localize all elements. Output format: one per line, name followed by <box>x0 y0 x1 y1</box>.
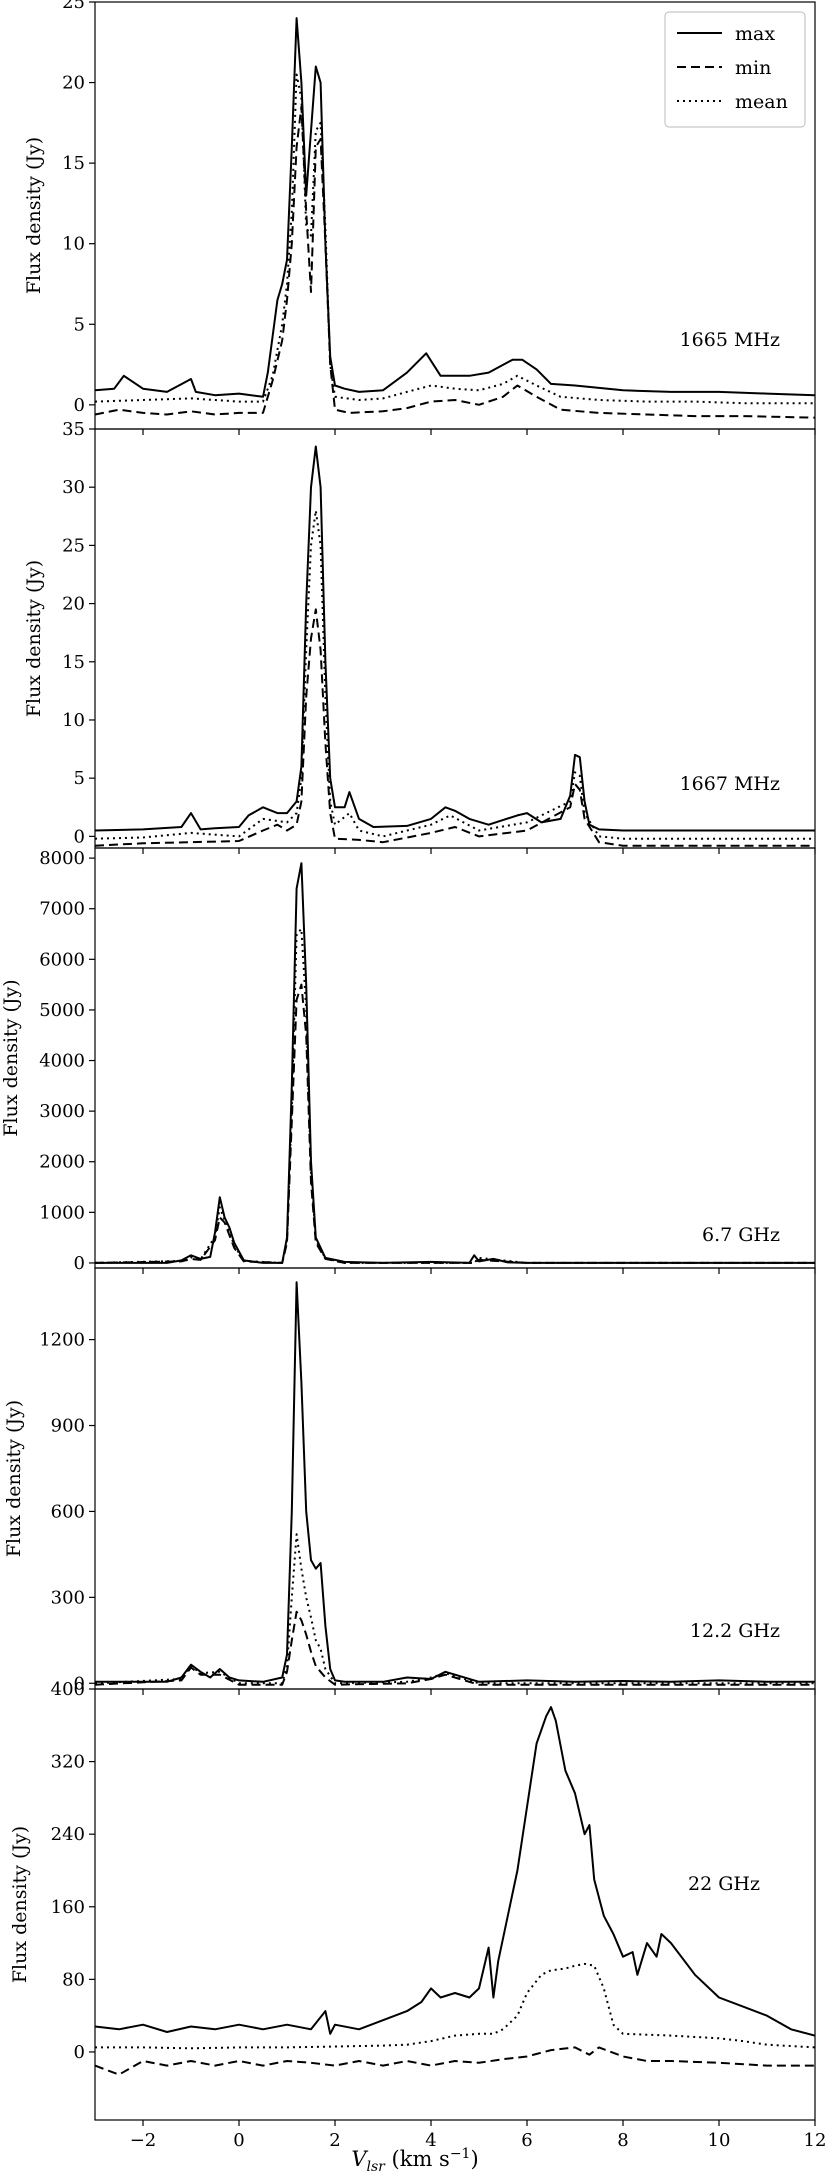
panel-label: 6.7 GHz <box>702 1224 780 1246</box>
legend-max-label: max <box>735 23 775 45</box>
y-tick-label: 160 <box>51 1897 85 1918</box>
y-tick-label: 25 <box>62 535 85 556</box>
series-mean-line <box>95 509 815 840</box>
y-tick-label: 8000 <box>39 848 85 869</box>
x-tick-label: 6 <box>521 2130 532 2151</box>
y-tick-label: 240 <box>51 1824 85 1845</box>
y-tick-label: 2000 <box>39 1152 85 1173</box>
panel-label: 1665 MHz <box>680 329 780 351</box>
y-tick-label: 320 <box>51 1752 85 1773</box>
series-min-line <box>95 1610 815 1686</box>
panel-label: 1667 MHz <box>680 773 780 795</box>
x-tick-label: 2 <box>329 2130 340 2151</box>
x-tick-label: 12 <box>804 2130 827 2151</box>
legend: max min mean <box>664 11 806 128</box>
y-tick-label: 0 <box>74 826 85 847</box>
series-min-line <box>95 2046 815 2076</box>
x-tick-label: 10 <box>708 2130 731 2151</box>
series-mean-line <box>95 928 815 1264</box>
y-tick-label: 0 <box>74 1253 85 1274</box>
y-tick-label: 30 <box>62 477 85 498</box>
series-min-line <box>95 105 815 419</box>
y-tick-label: 5 <box>74 768 85 789</box>
panel-2: 0 5 10 15 20 25 30 35 Flux density (Jy) 1667 MHz <box>23 419 816 854</box>
legend-min-label: min <box>735 57 771 79</box>
y-tick-label: 1200 <box>39 1330 85 1351</box>
y-tick-label: 15 <box>62 652 85 673</box>
legend-mean-label: mean <box>735 91 788 113</box>
y-tick-label: 35 <box>62 419 85 440</box>
series-max-line <box>95 1706 815 2037</box>
series-min-line <box>95 983 815 1264</box>
y-tick-label: 3000 <box>39 1101 85 1122</box>
series-max-line <box>95 445 815 832</box>
y-axis-label: Flux density (Jy) <box>3 1400 25 1557</box>
y-tick-label: 80 <box>62 1969 85 1990</box>
series-min-line <box>95 608 815 847</box>
y-tick-label: 0 <box>74 395 85 416</box>
y-tick-label: 1000 <box>39 1202 85 1223</box>
y-axis-label: Flux density (Jy) <box>23 560 45 717</box>
y-tick-label: 6000 <box>39 949 85 970</box>
plot-frame <box>94 847 816 1269</box>
x-tick-label: 8 <box>617 2130 628 2151</box>
x-tick-label: −2 <box>130 2130 157 2151</box>
panel-3: 0 1000 2000 3000 4000 5000 6000 7000 8000 Flux de… <box>0 847 816 1274</box>
plot-frame <box>94 1688 816 2121</box>
y-tick-label: 10 <box>62 710 85 731</box>
y-tick-label: 0 <box>74 1673 85 1694</box>
series-mean-line <box>95 1962 815 2050</box>
y-tick-label: 300 <box>51 1587 85 1608</box>
y-tick-label: 5 <box>74 314 85 335</box>
x-tick-label: 0 <box>233 2130 244 2151</box>
y-tick-label: 20 <box>62 73 85 94</box>
series-mean-line <box>95 1533 815 1685</box>
y-tick-label: 5000 <box>39 1000 85 1021</box>
y-axis-label: Flux density (Jy) <box>0 979 22 1136</box>
y-tick-label: 4000 <box>39 1051 85 1072</box>
panel-label: 22 GHz <box>688 1873 760 1895</box>
y-tick-label: 7000 <box>39 899 85 920</box>
y-tick-label: 400 <box>51 1679 85 1700</box>
x-tick-label: 4 <box>425 2130 436 2151</box>
y-tick-label: 0 <box>74 2042 85 2063</box>
y-tick-label: 600 <box>51 1501 85 1522</box>
panel-1: 0 5 10 15 20 25 Flux density (Jy) 1665 MHz <box>23 0 816 435</box>
series-max-line <box>95 1281 815 1683</box>
y-tick-label: 15 <box>62 153 85 174</box>
panel-4: 0 300 600 900 1200 Flux density (Jy) 12.2 GHz <box>3 1267 816 1695</box>
y-tick-label: 900 <box>51 1416 85 1437</box>
y-tick-label: 10 <box>62 234 85 255</box>
legend-box <box>664 11 806 128</box>
y-tick-label: 25 <box>62 0 85 13</box>
panel-label: 12.2 GHz <box>690 1620 780 1642</box>
series-max-line <box>95 862 815 1264</box>
y-axis-label: Flux density (Jy) <box>9 1826 31 1983</box>
y-axis-label: Flux density (Jy) <box>23 137 45 294</box>
x-axis-label: Vlsr (km s−1) <box>351 2146 478 2174</box>
y-tick-label: 20 <box>62 594 85 615</box>
panel-5: 0 80 160 240 320 400 −2 0 2 4 6 8 10 12 Flux density (… <box>9 1679 826 2151</box>
